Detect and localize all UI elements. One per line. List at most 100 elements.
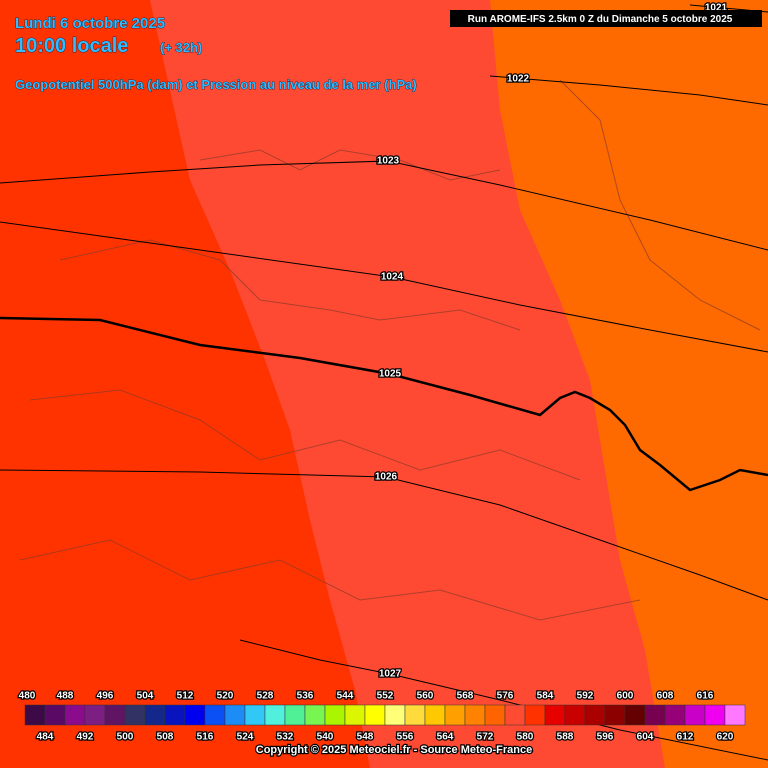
lead: (+ 32h) xyxy=(160,40,202,55)
border xyxy=(19,539,641,621)
isobar-label: 1022 xyxy=(507,74,530,85)
legend: 480 484 488 492 496 500 504 508 512 516 520 524 528 5… xyxy=(17,689,746,744)
legend-label: 544 xyxy=(337,691,354,702)
legend-label: 592 xyxy=(577,691,594,702)
legend-swatch xyxy=(644,704,666,726)
legend-label: 560 xyxy=(417,691,434,702)
date: Lundi 6 octobre 2025 xyxy=(15,15,165,32)
legend-swatch xyxy=(384,704,406,726)
legend-label: 556 xyxy=(397,732,414,743)
legend-label: 516 xyxy=(197,732,214,743)
legend-label: 480 xyxy=(19,691,36,702)
legend-label: 536 xyxy=(297,691,314,702)
legend-label: 528 xyxy=(257,691,274,702)
legend-label: 488 xyxy=(57,691,74,702)
legend-swatch xyxy=(724,704,746,726)
border xyxy=(559,79,761,331)
legend-swatch xyxy=(284,704,306,726)
legend-label: 500 xyxy=(117,732,134,743)
legend-swatch xyxy=(264,704,286,726)
legend-swatch xyxy=(424,704,446,726)
legend-swatch xyxy=(664,704,686,726)
isobar xyxy=(0,316,768,492)
isobar-label: 1024 xyxy=(381,272,404,283)
legend-label: 600 xyxy=(617,691,634,702)
legend-swatch xyxy=(684,704,706,726)
time: 10:00 locale xyxy=(15,35,128,57)
isobar-label: 1026 xyxy=(375,472,398,483)
legend-swatch xyxy=(64,704,86,726)
isobar xyxy=(0,469,768,601)
legend-swatch xyxy=(184,704,206,726)
zone-red xyxy=(0,0,370,768)
border xyxy=(29,389,581,481)
legend-swatch xyxy=(504,704,526,726)
footer: Copyright © 2025 Meteociel.fr - Source M… xyxy=(256,744,532,756)
legend-label: 604 xyxy=(637,732,654,743)
legend-label: 576 xyxy=(497,691,514,702)
legend-label: 484 xyxy=(37,732,54,743)
legend-swatch xyxy=(244,704,266,726)
isobar-label: 1025 xyxy=(379,369,402,380)
legend-label: 568 xyxy=(457,691,474,702)
legend-swatch xyxy=(604,704,626,726)
isobars xyxy=(0,4,768,761)
legend-swatch xyxy=(564,704,586,726)
field: Geopotentiel 500hPa (dam) et Pression au… xyxy=(15,77,417,92)
legend-swatch xyxy=(44,704,66,726)
legend-label: 492 xyxy=(77,732,94,743)
legend-label: 584 xyxy=(537,691,554,702)
legend-label: 564 xyxy=(437,732,454,743)
legend-label: 540 xyxy=(317,732,334,743)
isobar xyxy=(489,75,768,106)
legend-label: 616 xyxy=(697,691,714,702)
legend-label: 552 xyxy=(377,691,394,702)
legend-swatch xyxy=(704,704,726,726)
legend-swatch xyxy=(24,704,46,726)
isobar-label: 1027 xyxy=(379,669,402,680)
legend-swatch xyxy=(344,704,366,726)
legend-swatch xyxy=(304,704,326,726)
legend-label: 612 xyxy=(677,732,694,743)
legend-swatch xyxy=(364,704,386,726)
legend-swatch xyxy=(544,704,566,726)
legend-swatch xyxy=(224,704,246,726)
legend-swatch xyxy=(204,704,226,726)
isobar xyxy=(0,160,768,251)
legend-label: 496 xyxy=(97,691,114,702)
legend-label: 508 xyxy=(157,732,174,743)
legend-label: 608 xyxy=(657,691,674,702)
legend-swatch xyxy=(84,704,106,726)
legend-label: 524 xyxy=(237,732,254,743)
legend-swatch xyxy=(324,704,346,726)
legend-label: 532 xyxy=(277,732,294,743)
border xyxy=(199,149,501,181)
legend-label: 504 xyxy=(137,691,154,702)
legend-swatch xyxy=(444,704,466,726)
legend-swatch xyxy=(124,704,146,726)
legend-swatch xyxy=(144,704,166,726)
legend-swatch xyxy=(164,704,186,726)
legend-swatch xyxy=(624,704,646,726)
legend-swatch xyxy=(584,704,606,726)
isobar xyxy=(239,639,768,761)
legend-swatch xyxy=(524,704,546,726)
legend-label: 512 xyxy=(177,691,194,702)
legend-swatch xyxy=(464,704,486,726)
isobar-labels: 1021 1022 1023 1024 1025 1026 1027 xyxy=(374,1,729,681)
legend-label: 620 xyxy=(717,732,734,743)
run: Run AROME-IFS 2.5km 0 Z du Dimanche 5 oc… xyxy=(468,14,733,25)
legend-label: 548 xyxy=(357,732,374,743)
legend-swatch xyxy=(404,704,426,726)
legend-label: 596 xyxy=(597,732,614,743)
legend-swatch xyxy=(484,704,506,726)
legend-label: 520 xyxy=(217,691,234,702)
legend-label: 588 xyxy=(557,732,574,743)
isobar-label: 1023 xyxy=(377,156,400,167)
isobar xyxy=(0,221,768,353)
legend-swatch xyxy=(104,704,126,726)
legend-label: 572 xyxy=(477,732,494,743)
border xyxy=(59,239,521,331)
